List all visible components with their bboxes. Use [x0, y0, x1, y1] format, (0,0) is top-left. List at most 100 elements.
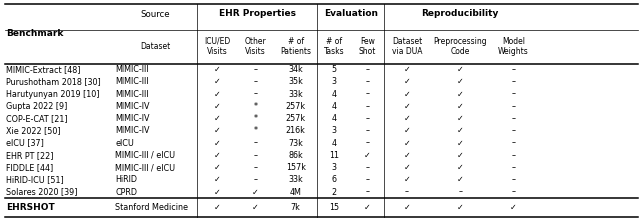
- Text: –: –: [405, 187, 409, 197]
- Text: ✓: ✓: [214, 139, 220, 148]
- Text: –: –: [511, 77, 515, 86]
- Text: MIMIC-Extract [48]: MIMIC-Extract [48]: [6, 65, 81, 74]
- Text: ✓: ✓: [457, 203, 464, 212]
- Text: ✓: ✓: [457, 102, 464, 111]
- Text: Solares 2020 [39]: Solares 2020 [39]: [6, 187, 78, 197]
- Text: –: –: [365, 175, 369, 184]
- Text: –: –: [365, 187, 369, 197]
- Text: MIMIC-III: MIMIC-III: [115, 65, 148, 74]
- Text: MIMIC-III: MIMIC-III: [115, 77, 148, 86]
- Text: –: –: [511, 187, 515, 197]
- Text: ✓: ✓: [457, 65, 464, 74]
- Text: MIMIC-IV: MIMIC-IV: [115, 114, 150, 123]
- Text: ✓: ✓: [457, 114, 464, 123]
- Text: –: –: [511, 126, 515, 135]
- Text: ✓: ✓: [214, 175, 220, 184]
- Text: ✓: ✓: [404, 151, 410, 160]
- Text: 4: 4: [332, 114, 337, 123]
- Text: ✓: ✓: [214, 114, 220, 123]
- Text: *: *: [253, 126, 257, 135]
- Text: CPRD: CPRD: [115, 187, 137, 197]
- Text: Benchmark: Benchmark: [6, 29, 64, 39]
- Text: –: –: [511, 114, 515, 123]
- Text: HiRID-ICU [51]: HiRID-ICU [51]: [6, 175, 64, 184]
- Text: ✓: ✓: [404, 77, 410, 86]
- Text: # of
Patients: # of Patients: [280, 37, 311, 56]
- Text: –: –: [365, 90, 369, 99]
- Text: –: –: [511, 139, 515, 148]
- Text: –: –: [253, 65, 257, 74]
- Text: ✓: ✓: [214, 65, 220, 74]
- Text: EHRSHOT: EHRSHOT: [6, 203, 55, 212]
- Text: 157k: 157k: [285, 163, 306, 172]
- Text: MIMIC-III / eICU: MIMIC-III / eICU: [115, 163, 175, 172]
- Text: Xie 2022 [50]: Xie 2022 [50]: [6, 126, 61, 135]
- Text: 5: 5: [332, 65, 337, 74]
- Text: ✓: ✓: [214, 77, 220, 86]
- Text: 34k: 34k: [288, 65, 303, 74]
- Text: –: –: [253, 151, 257, 160]
- Text: 11: 11: [329, 151, 339, 160]
- Text: Evaluation: Evaluation: [324, 9, 378, 18]
- Text: eICU: eICU: [115, 139, 134, 148]
- Text: Dataset: Dataset: [140, 42, 171, 51]
- Text: Source: Source: [141, 10, 170, 19]
- Text: ✓: ✓: [214, 90, 220, 99]
- Text: Harutyunyan 2019 [10]: Harutyunyan 2019 [10]: [6, 90, 100, 99]
- Text: COP-E-CAT [21]: COP-E-CAT [21]: [6, 114, 68, 123]
- Text: ✓: ✓: [457, 175, 464, 184]
- Text: ✓: ✓: [252, 203, 259, 212]
- Text: 6: 6: [332, 175, 337, 184]
- Text: Gupta 2022 [9]: Gupta 2022 [9]: [6, 102, 68, 111]
- Text: –: –: [511, 175, 515, 184]
- Text: –: –: [365, 139, 369, 148]
- Text: –: –: [458, 187, 463, 197]
- Text: 3: 3: [332, 126, 337, 135]
- Text: Few
Shot: Few Shot: [358, 37, 376, 56]
- Text: *: *: [253, 102, 257, 111]
- Text: 2: 2: [332, 187, 337, 197]
- Text: ✓: ✓: [404, 102, 410, 111]
- Text: –: –: [253, 139, 257, 148]
- Text: ✓: ✓: [364, 203, 371, 212]
- Text: ✓: ✓: [214, 163, 220, 172]
- Text: 3: 3: [332, 163, 337, 172]
- Text: 7k: 7k: [291, 203, 301, 212]
- Text: ✓: ✓: [404, 65, 410, 74]
- Text: Purushotham 2018 [30]: Purushotham 2018 [30]: [6, 77, 101, 86]
- Text: # of
Tasks: # of Tasks: [324, 37, 344, 56]
- Text: Model
Weights: Model Weights: [498, 37, 529, 56]
- Text: ✓: ✓: [404, 139, 410, 148]
- Text: ✓: ✓: [457, 163, 464, 172]
- Text: 4M: 4M: [290, 187, 301, 197]
- Text: 15: 15: [329, 203, 339, 212]
- Text: eICU [37]: eICU [37]: [6, 139, 44, 148]
- Text: Stanford Medicine: Stanford Medicine: [115, 203, 188, 212]
- Text: 3: 3: [332, 77, 337, 86]
- Text: –: –: [365, 77, 369, 86]
- Text: 33k: 33k: [288, 90, 303, 99]
- Text: ✓: ✓: [214, 203, 220, 212]
- Text: –: –: [365, 126, 369, 135]
- Text: *: *: [253, 114, 257, 123]
- Text: ✓: ✓: [404, 126, 410, 135]
- Text: –: –: [511, 90, 515, 99]
- Text: FIDDLE [44]: FIDDLE [44]: [6, 163, 54, 172]
- Text: ✓: ✓: [457, 77, 464, 86]
- Text: –: –: [365, 102, 369, 111]
- Text: –: –: [365, 163, 369, 172]
- Text: Preprocessing
Code: Preprocessing Code: [434, 37, 487, 56]
- Text: ✓: ✓: [214, 187, 220, 197]
- Text: 4: 4: [332, 102, 337, 111]
- Text: –: –: [253, 90, 257, 99]
- Text: EHR PT [22]: EHR PT [22]: [6, 151, 54, 160]
- Text: –: –: [511, 151, 515, 160]
- Text: 33k: 33k: [288, 175, 303, 184]
- Text: ✓: ✓: [457, 139, 464, 148]
- Text: MIMIC-III: MIMIC-III: [115, 90, 148, 99]
- Text: HiRID: HiRID: [115, 175, 137, 184]
- Text: MIMIC-III / eICU: MIMIC-III / eICU: [115, 151, 175, 160]
- Text: 73k: 73k: [288, 139, 303, 148]
- Text: ✓: ✓: [457, 126, 464, 135]
- Text: ICU/ED
Visits: ICU/ED Visits: [204, 37, 230, 56]
